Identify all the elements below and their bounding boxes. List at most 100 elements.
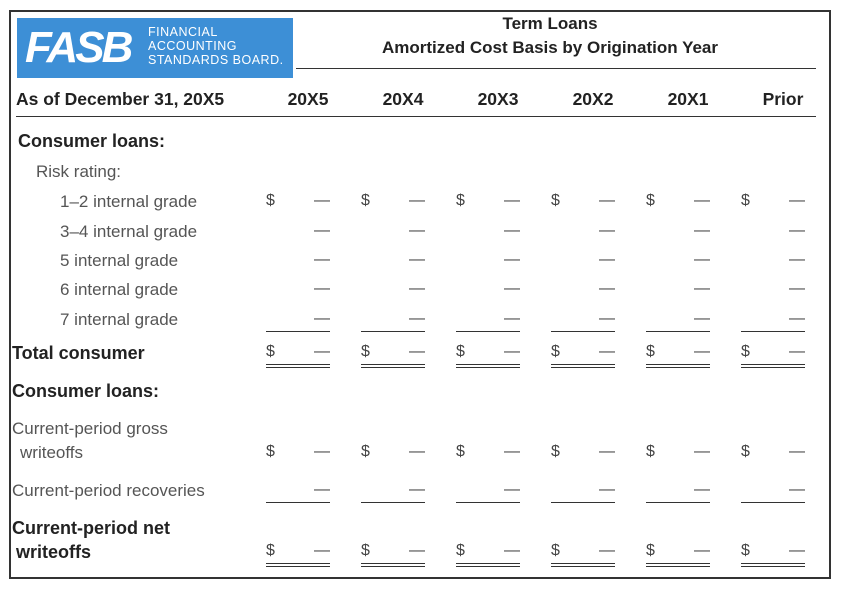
dash-value: — (504, 481, 520, 498)
dash-value: — (409, 280, 425, 297)
underline (266, 364, 330, 365)
dollar-sign: $ (456, 343, 465, 360)
cell-recoveries-20x3: — (456, 481, 522, 503)
dash-value: — (694, 542, 710, 559)
double-underline (361, 566, 425, 567)
logo-text: FINANCIAL ACCOUNTING STANDARDS BOARD. (148, 25, 284, 67)
dollar-sign: $ (266, 542, 275, 559)
dash-value: — (504, 310, 520, 327)
underline (551, 331, 615, 332)
dollar-sign: $ (456, 192, 465, 209)
net-writeoffs-label-1: Current-period net (12, 518, 171, 538)
dash-value: — (314, 343, 330, 360)
cell-grade-5-20x1: — (646, 251, 712, 273)
column-header-rule (16, 116, 816, 117)
year-header-20x1: 20X1 (667, 89, 709, 109)
cell-grade-1-2-20x1: $ — (646, 192, 712, 214)
fasb-logo: FASB FINANCIAL ACCOUNTING STANDARDS BOAR… (17, 18, 293, 78)
underline (551, 502, 615, 503)
consumer-loans-heading-2: Consumer loans: (12, 381, 160, 401)
dash-value: — (409, 222, 425, 239)
dash-value: — (599, 481, 615, 498)
double-underline (456, 566, 520, 567)
cell-recoveries-20x5: — (266, 481, 332, 503)
dash-value: — (314, 192, 330, 209)
total-consumer-label: Total consumer (12, 343, 145, 363)
cell-gross-writeoffs-20x4: $ — (361, 443, 427, 465)
underline (266, 563, 330, 564)
underline (741, 331, 805, 332)
dollar-sign: $ (456, 443, 465, 460)
underline (646, 502, 710, 503)
dash-value: — (789, 481, 805, 498)
cell-grade-3-4-20x3: — (456, 222, 522, 244)
year-header-20x2: 20X2 (572, 89, 614, 109)
dash-value: — (504, 192, 520, 209)
dash-value: — (599, 222, 615, 239)
cell-grade-7-20x1: — (646, 310, 712, 332)
cell-total-consumer-prior: $ — (741, 343, 807, 368)
dash-value: — (314, 222, 330, 239)
cell-gross-writeoffs-prior: $ — (741, 443, 807, 465)
dash-value: — (789, 251, 805, 268)
logo-mark: FASB (25, 23, 133, 72)
underline (741, 364, 805, 365)
underline (361, 331, 425, 332)
double-underline (266, 566, 330, 567)
dollar-sign: $ (551, 192, 560, 209)
cell-total-consumer-20x4: $ — (361, 343, 427, 368)
underline (741, 563, 805, 564)
cell-grade-3-4-prior: — (741, 222, 807, 244)
cell-recoveries-prior: — (741, 481, 807, 503)
underline (361, 364, 425, 365)
double-underline (551, 566, 615, 567)
dollar-sign: $ (741, 443, 750, 460)
dollar-sign: $ (361, 192, 370, 209)
underline (741, 502, 805, 503)
underline (551, 563, 615, 564)
dash-value: — (504, 443, 520, 460)
cell-grade-5-prior: — (741, 251, 807, 273)
underline (456, 502, 520, 503)
gross-writeoffs-label-2: writeoffs (20, 443, 83, 462)
dash-value: — (409, 443, 425, 460)
risk-rating-label: Risk rating: (36, 162, 122, 181)
grade-3-4-label: 3–4 internal grade (60, 222, 198, 241)
dash-value: — (409, 251, 425, 268)
dollar-sign: $ (266, 192, 275, 209)
dollar-sign: $ (646, 443, 655, 460)
recoveries-label: Current-period recoveries (12, 481, 205, 500)
cell-grade-7-prior: — (741, 310, 807, 332)
cell-recoveries-20x1: — (646, 481, 712, 503)
double-underline (551, 367, 615, 368)
cell-grade-7-20x3: — (456, 310, 522, 332)
dash-value: — (599, 251, 615, 268)
dollar-sign: $ (551, 443, 560, 460)
cell-grade-5-20x3: — (456, 251, 522, 273)
dash-value: — (599, 343, 615, 360)
dash-value: — (694, 222, 710, 239)
grade-5-label: 5 internal grade (60, 251, 179, 270)
dash-value: — (504, 251, 520, 268)
dollar-sign: $ (551, 343, 560, 360)
cell-grade-3-4-20x2: — (551, 222, 617, 244)
dash-value: — (314, 310, 330, 327)
cell-grade-6-20x1: — (646, 280, 712, 302)
net-writeoffs-label-2: writeoffs (16, 542, 92, 562)
double-underline (456, 367, 520, 368)
dollar-sign: $ (646, 192, 655, 209)
underline (266, 331, 330, 332)
underline (646, 331, 710, 332)
dash-value: — (789, 343, 805, 360)
dollar-sign: $ (646, 343, 655, 360)
dash-value: — (314, 251, 330, 268)
header-rule (296, 68, 816, 69)
underline (456, 563, 520, 564)
dash-value: — (599, 280, 615, 297)
cell-grade-7-20x2: — (551, 310, 617, 332)
cell-grade-5-20x5: — (266, 251, 332, 273)
dollar-sign: $ (741, 542, 750, 559)
underline (361, 502, 425, 503)
dash-value: — (409, 343, 425, 360)
dash-value: — (694, 192, 710, 209)
